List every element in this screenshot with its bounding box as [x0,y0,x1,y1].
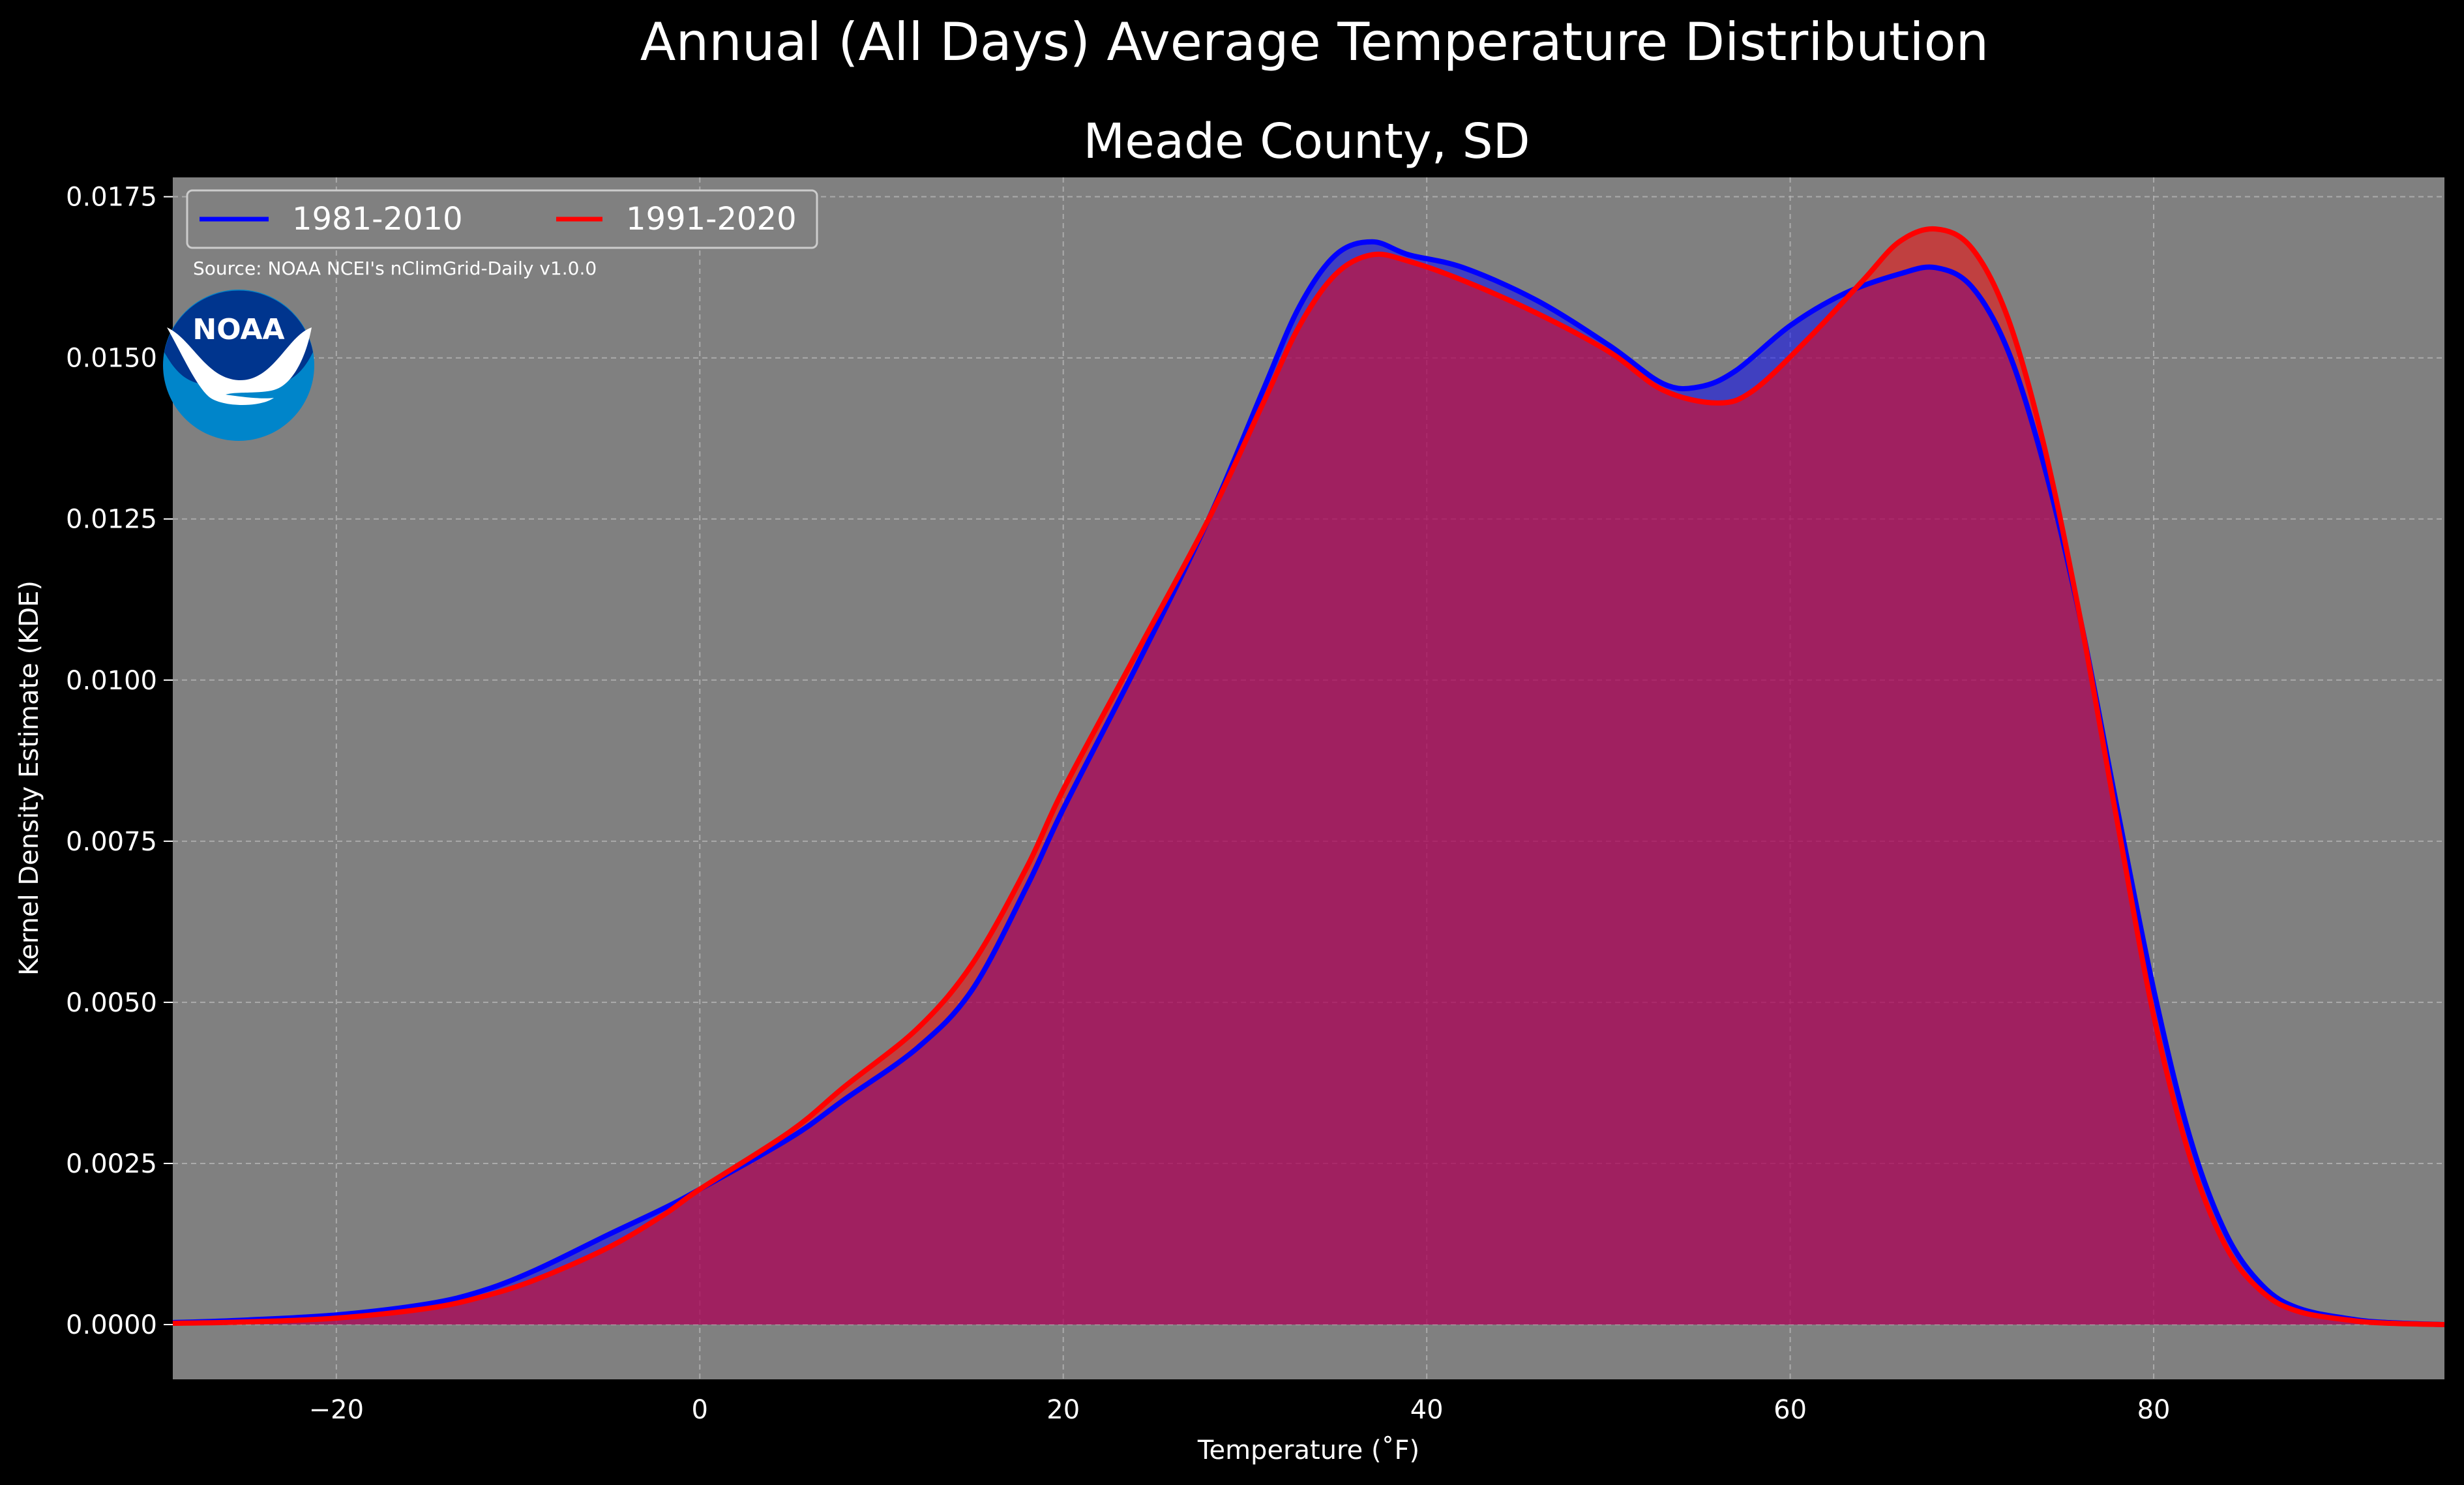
y-tick-label: 0.0025 [66,1149,157,1179]
x-tick-label: −20 [309,1395,364,1425]
y-tick-label: 0.0075 [66,827,157,857]
y-axis-ticks: 0.0000 0.0025 0.0050 0.0075 0.0100 0.0125 0.01… [66,183,173,1340]
figure-suptitle: Annual (All Days) Average Temperature Di… [640,12,1989,72]
noaa-logo: NOAA [163,290,314,441]
y-tick-label: 0.0125 [66,505,157,535]
y-tick-label: 0.0150 [66,344,157,374]
series-area-1991-2020 [173,228,2444,1325]
source-note: Source: NOAA NCEI's nClimGrid-Daily v1.0… [193,258,597,279]
x-axis-label: Temperature (˚F) [1197,1435,1419,1465]
series-line-1991-2020 [172,226,2445,1327]
y-tick-label: 0.0100 [66,666,157,696]
x-tick-label: 0 [692,1395,708,1425]
legend: 1981-2010 1991-2020 [186,189,818,249]
x-tick-label: 40 [1410,1395,1444,1425]
legend-label-1981-2010: 1981-2010 [292,201,463,237]
x-tick-label: 60 [1774,1395,1807,1425]
legend-label-1991-2020: 1991-2020 [626,201,797,237]
x-tick-label: 80 [2137,1395,2171,1425]
series-lines [172,226,2445,1327]
x-tick-label: 20 [1046,1395,1080,1425]
y-tick-label: 0.0050 [66,988,157,1018]
legend-frame [186,189,818,249]
chart-title: Meade County, SD [1083,113,1530,170]
series-areas [173,228,2444,1325]
noaa-logo-text: NOAA [192,313,284,346]
y-axis-label: Kernel Density Estimate (KDE) [14,580,44,976]
y-tick-label: 0.0175 [66,183,157,213]
y-tick-label: 0.0000 [66,1310,157,1340]
x-axis-ticks: −20 0 20 40 60 80 [309,1395,2171,1425]
